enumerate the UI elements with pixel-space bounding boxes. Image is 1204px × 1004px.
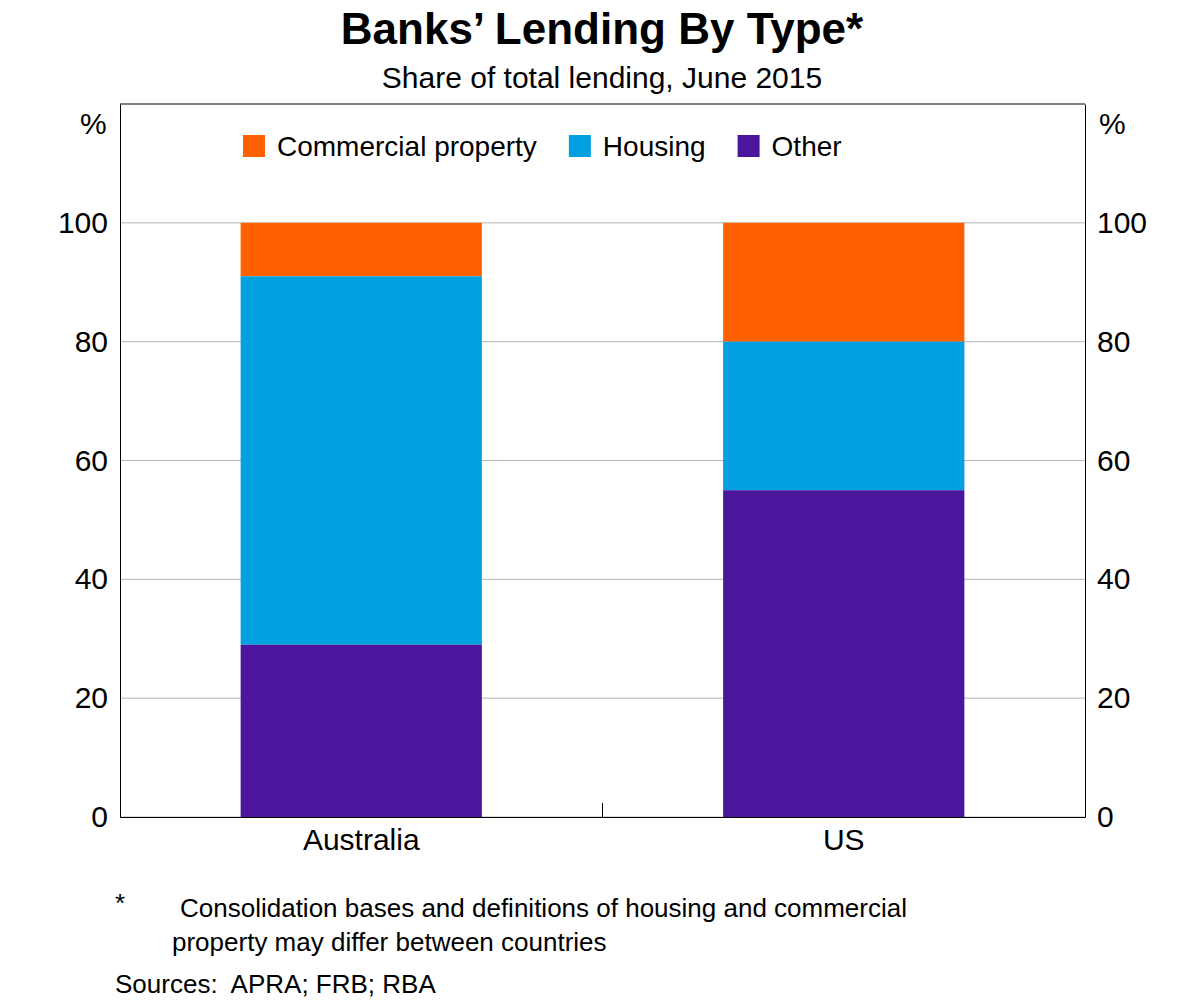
tick: 60 <box>75 444 120 477</box>
tick: 0 <box>1085 800 1114 833</box>
legend-swatch <box>243 135 265 157</box>
bars <box>241 223 965 817</box>
tick-label: 60 <box>1097 444 1130 477</box>
legend-item: Commercial property <box>243 131 537 162</box>
tick: Australia <box>303 817 420 856</box>
tick: 0 <box>91 800 120 833</box>
tick: 100 <box>1085 206 1147 239</box>
bar <box>241 223 482 276</box>
title: Banks’ Lending By Type* <box>341 4 864 53</box>
subtitle: Share of total lending, June 2015 <box>382 61 822 94</box>
tick-label: 60 <box>75 444 108 477</box>
tick-label: 20 <box>1097 681 1130 714</box>
axis-line <box>120 105 121 818</box>
legend-swatch <box>738 135 760 157</box>
tick: 80 <box>75 325 120 358</box>
bar <box>723 342 964 491</box>
tick-label: 20 <box>75 681 108 714</box>
tick: 60 <box>1085 444 1130 477</box>
tick: 20 <box>75 681 120 714</box>
tick-label: 0 <box>1097 800 1114 833</box>
bar <box>241 645 482 817</box>
footnote: Consolidation bases and definitions of h… <box>180 893 907 923</box>
right-axis: 0 20 40 60 80 100 <box>1085 105 1147 834</box>
grid <box>120 223 1085 817</box>
tick: 40 <box>1085 562 1130 595</box>
tick: 40 <box>75 562 120 595</box>
tick-label: 80 <box>75 325 108 358</box>
tick-label: 100 <box>1097 206 1147 239</box>
tick: 20 <box>1085 681 1130 714</box>
tick: 80 <box>1085 325 1130 358</box>
axis-line <box>121 817 1086 818</box>
footnote: property may differ between countries <box>172 927 607 957</box>
tick-label: 40 <box>75 562 108 595</box>
legend-label: Housing <box>603 131 706 162</box>
bottom-axis: Australia US <box>121 817 1086 856</box>
bar <box>723 223 964 342</box>
axis-title: % <box>1099 107 1126 140</box>
tick: 100 <box>58 206 120 239</box>
legend-swatch <box>569 135 591 157</box>
axis-line <box>1085 105 1086 818</box>
chart: Banks’ Lending By Type* Share of total le… <box>0 0 1204 1004</box>
legend-item: Housing <box>569 131 706 162</box>
tick-label: Australia <box>303 823 420 856</box>
legend-label: Other <box>772 131 842 162</box>
tick-label: 40 <box>1097 562 1130 595</box>
tick-label: 80 <box>1097 325 1130 358</box>
legend-label: Commercial property <box>277 131 537 162</box>
bar <box>241 276 482 644</box>
left-axis: 0 20 40 60 80 100 <box>58 105 121 834</box>
frame <box>120 104 1085 105</box>
axis-title: % <box>80 107 107 140</box>
tick-label: US <box>823 823 865 856</box>
tick-label: 0 <box>91 800 108 833</box>
legend: Commercial property Housing Other <box>243 131 842 162</box>
footnote-marker: * <box>115 888 125 918</box>
tick: US <box>823 817 865 856</box>
tick-label: 100 <box>58 206 108 239</box>
bar <box>723 490 964 817</box>
category-separator <box>602 803 603 817</box>
legend-item: Other <box>738 131 842 162</box>
sources: Sources: APRA; FRB; RBA <box>115 969 436 999</box>
